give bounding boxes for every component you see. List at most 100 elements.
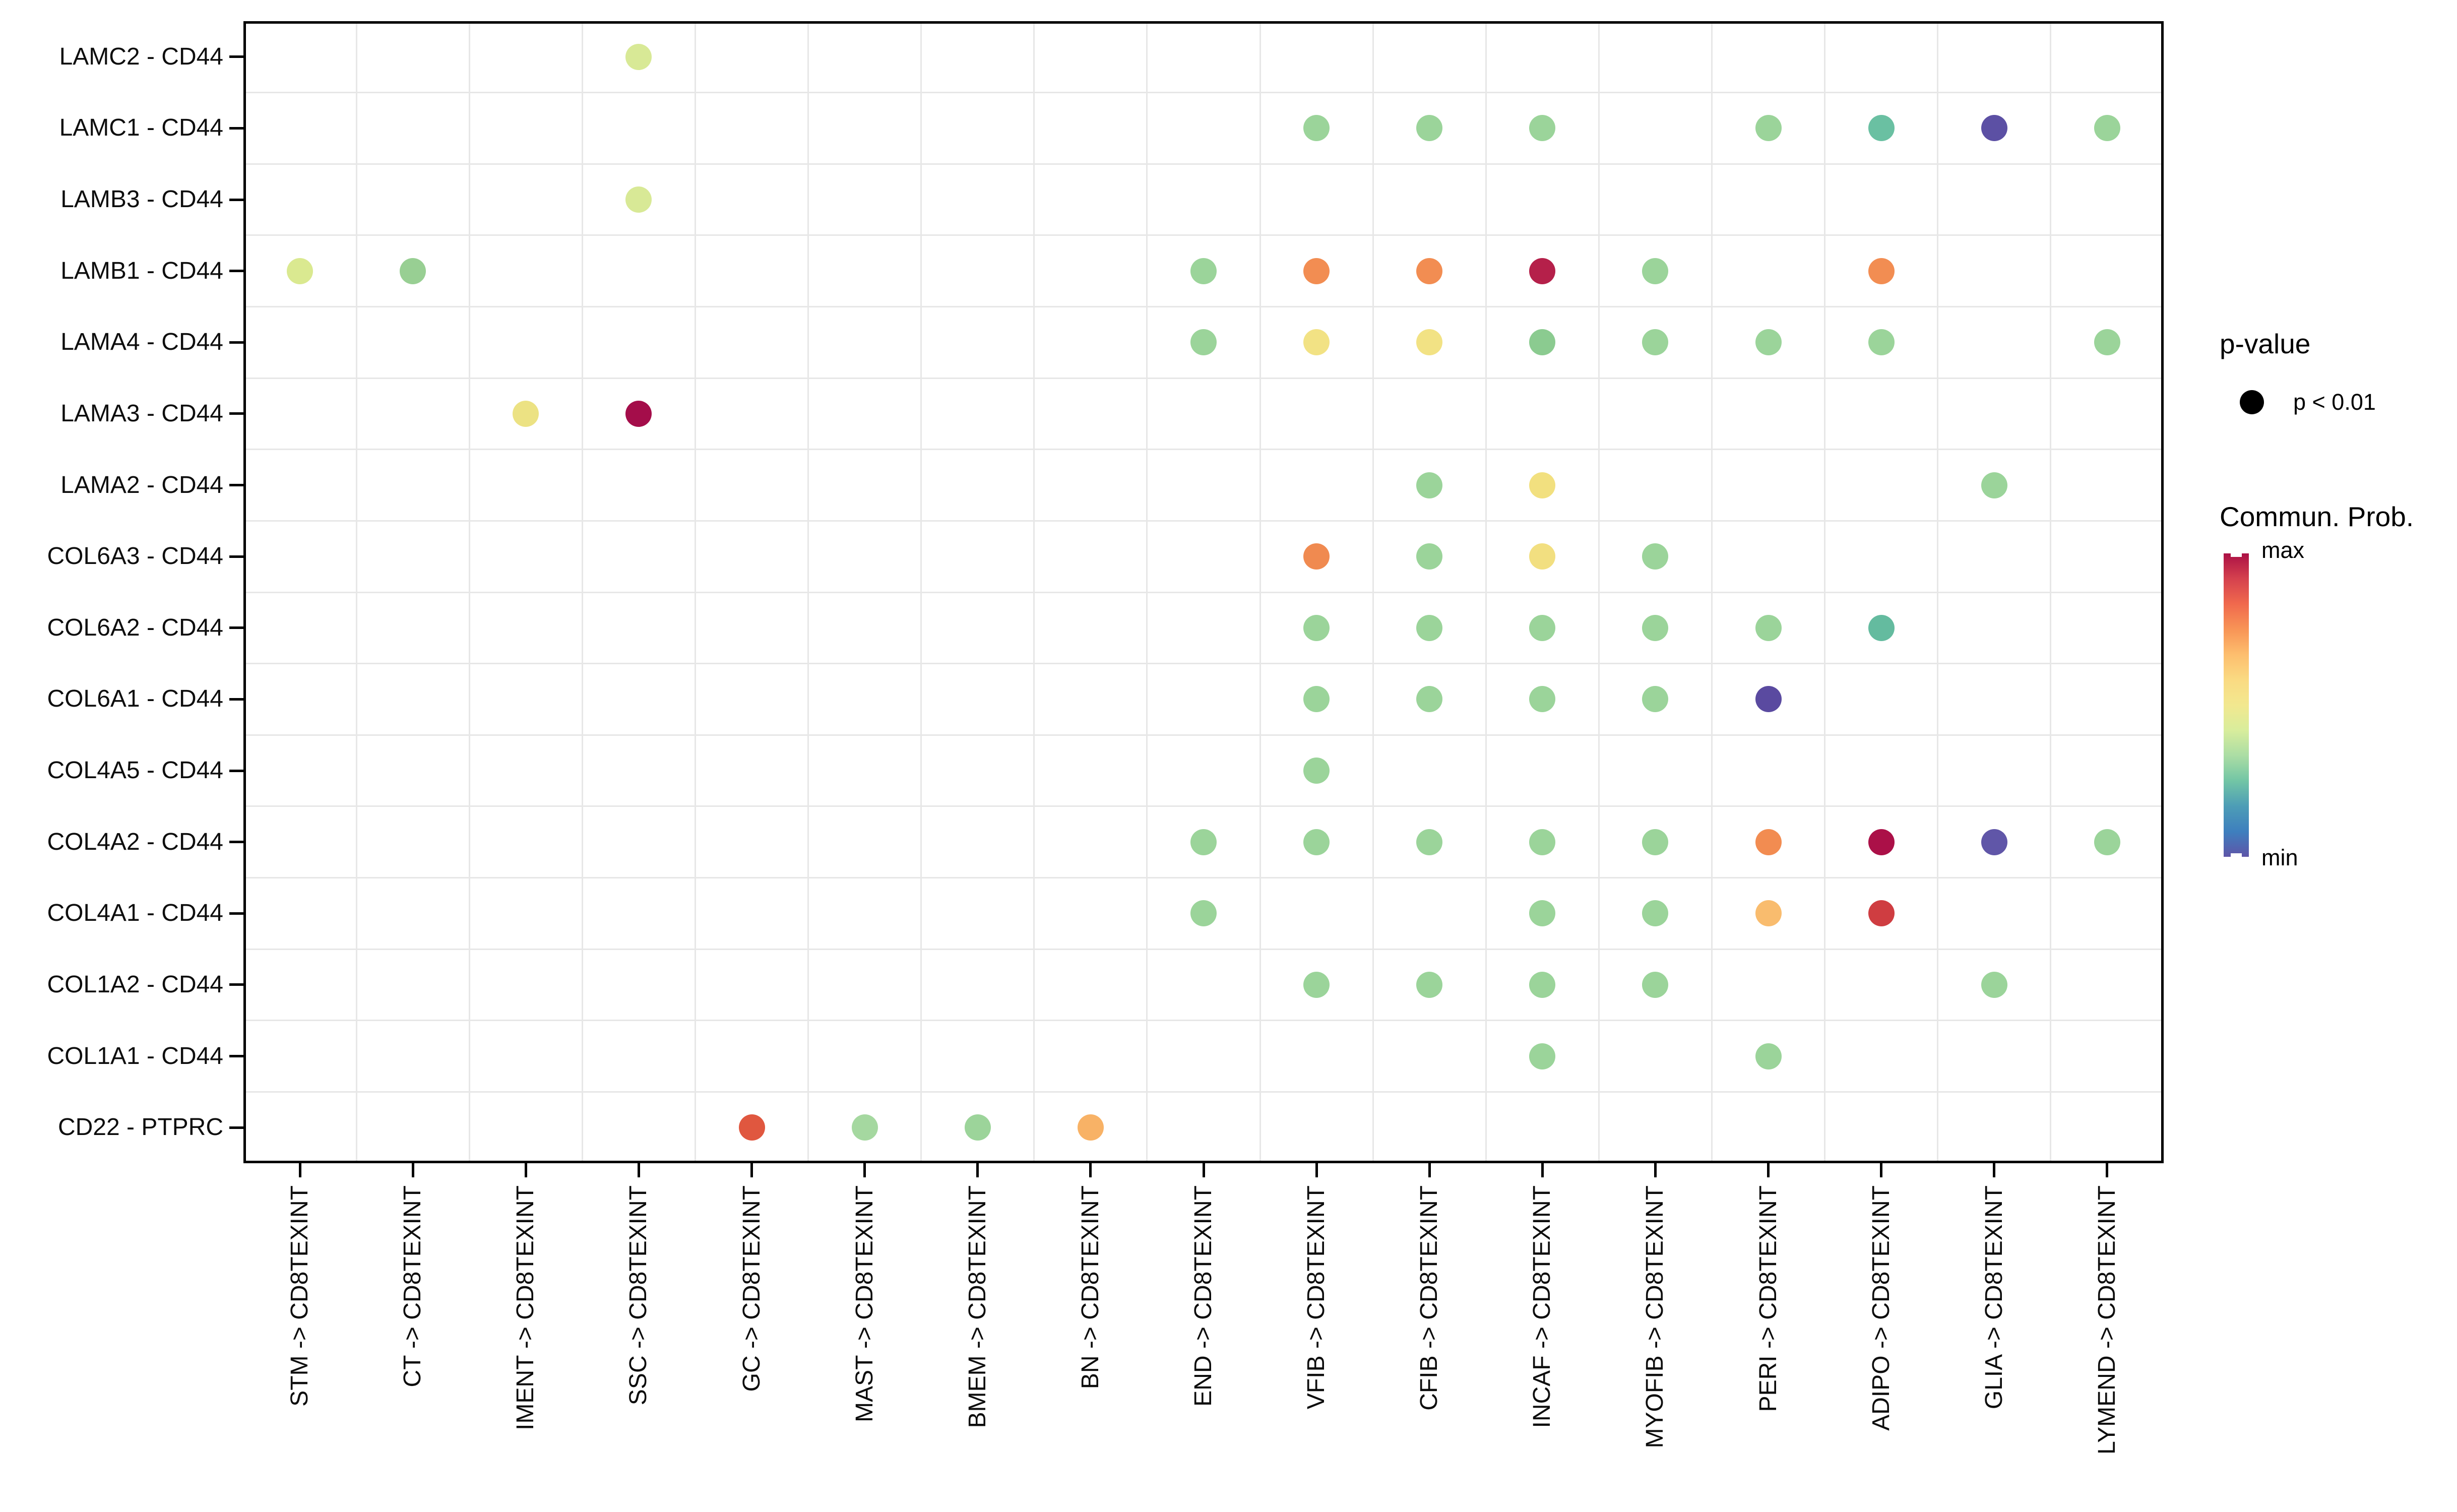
p-value-legend-label: p < 0.01 <box>2293 389 2376 415</box>
data-dot <box>738 1114 765 1141</box>
x-axis-tick <box>1315 1163 1318 1177</box>
y-axis-tick <box>229 1126 243 1129</box>
y-axis-label: COL4A1 - CD44 <box>47 900 223 927</box>
data-dot <box>1416 686 1443 713</box>
data-dot <box>1529 900 1556 927</box>
data-dot <box>1529 472 1556 498</box>
x-axis-tick <box>750 1163 753 1177</box>
grid-line-horizontal <box>243 948 2164 950</box>
commun-prob-colorbar <box>2224 553 2249 857</box>
x-axis-tick <box>298 1163 301 1177</box>
x-axis-label: END -> CD8TEXINT <box>1190 1185 1217 1407</box>
x-axis-tick <box>1541 1163 1544 1177</box>
data-dot <box>1416 971 1443 998</box>
grid-line-horizontal <box>243 449 2164 451</box>
data-dot <box>625 400 652 427</box>
data-dot <box>1529 686 1556 713</box>
data-dot <box>1529 543 1556 570</box>
x-axis-tick <box>1767 1163 1770 1177</box>
data-dot <box>2094 329 2120 356</box>
grid-line-horizontal <box>243 306 2164 307</box>
data-dot <box>2094 115 2120 142</box>
x-axis-label: GC -> CD8TEXINT <box>738 1185 765 1392</box>
data-dot <box>1416 329 1443 356</box>
x-axis-label: ADIPO -> CD8TEXINT <box>1867 1185 1895 1431</box>
plot-panel-border <box>243 21 2164 1163</box>
x-axis-label: BMEM -> CD8TEXINT <box>964 1185 991 1428</box>
y-axis-tick <box>229 555 243 558</box>
y-axis-tick <box>229 983 243 986</box>
y-axis-label: COL1A1 - CD44 <box>47 1042 223 1069</box>
x-axis-label: PERI -> CD8TEXINT <box>1754 1185 1782 1412</box>
x-axis-tick <box>1428 1163 1431 1177</box>
grid-line-horizontal <box>243 92 2164 94</box>
data-dot <box>513 400 539 427</box>
data-dot <box>1642 258 1669 284</box>
data-dot <box>1303 543 1330 570</box>
y-axis-label: LAMB3 - CD44 <box>60 186 223 213</box>
data-dot <box>1868 614 1895 641</box>
x-axis-tick <box>524 1163 527 1177</box>
grid-line-horizontal <box>243 1020 2164 1022</box>
p-value-legend-dot-icon <box>2240 390 2264 414</box>
data-dot <box>1529 971 1556 998</box>
y-axis-label: COL4A5 - CD44 <box>47 757 223 784</box>
data-dot <box>625 186 652 213</box>
grid-line-horizontal <box>243 377 2164 379</box>
y-axis-tick <box>229 55 243 58</box>
x-axis-tick <box>863 1163 866 1177</box>
grid-line-horizontal <box>243 520 2164 522</box>
data-dot <box>400 258 426 284</box>
data-dot <box>1642 900 1669 927</box>
data-dot <box>1190 329 1217 356</box>
data-dot <box>1755 686 1782 713</box>
y-axis-tick <box>229 270 243 273</box>
data-dot <box>1416 115 1443 142</box>
y-axis-tick <box>229 912 243 915</box>
data-dot <box>1416 614 1443 641</box>
colorbar-min-label: min <box>2261 845 2298 870</box>
data-dot <box>1077 1114 1104 1141</box>
data-dot <box>1303 614 1330 641</box>
x-axis-tick <box>637 1163 640 1177</box>
data-dot <box>964 1114 991 1141</box>
colorbar-top-notch <box>2231 553 2242 557</box>
x-axis-label: MAST -> CD8TEXINT <box>851 1185 878 1422</box>
data-dot <box>1190 829 1217 855</box>
data-dot <box>625 43 652 70</box>
data-dot <box>1529 614 1556 641</box>
x-axis-label: SSC -> CD8TEXINT <box>625 1185 652 1406</box>
y-axis-tick <box>229 841 243 844</box>
y-axis-tick <box>229 341 243 344</box>
y-axis-tick <box>229 1055 243 1058</box>
data-dot <box>287 258 313 284</box>
data-dot <box>1642 543 1669 570</box>
data-dot <box>2094 829 2120 855</box>
grid-line-horizontal <box>243 591 2164 593</box>
x-axis-label: CT -> CD8TEXINT <box>399 1185 426 1388</box>
y-axis-tick <box>229 769 243 772</box>
data-dot <box>851 1114 878 1141</box>
y-axis-tick <box>229 698 243 701</box>
data-dot <box>1981 472 2007 498</box>
data-dot <box>1303 115 1330 142</box>
data-dot <box>1529 1043 1556 1069</box>
y-axis-label: COL6A3 - CD44 <box>47 543 223 570</box>
data-dot <box>1868 900 1895 927</box>
x-axis-label: INCAF -> CD8TEXINT <box>1529 1185 1556 1428</box>
data-dot <box>1303 829 1330 855</box>
data-dot <box>1755 829 1782 855</box>
data-dot <box>1642 971 1669 998</box>
y-axis-tick <box>229 127 243 130</box>
grid-line-horizontal <box>243 234 2164 236</box>
data-dot <box>1642 614 1669 641</box>
x-axis-label: STM -> CD8TEXINT <box>286 1185 313 1407</box>
data-dot <box>1755 115 1782 142</box>
grid-line-horizontal <box>243 163 2164 165</box>
y-axis-label: LAMC2 - CD44 <box>59 43 223 70</box>
y-axis-label: COL6A1 - CD44 <box>47 685 223 713</box>
data-dot <box>1190 900 1217 927</box>
data-dot <box>1642 829 1669 855</box>
grid-line-horizontal <box>243 734 2164 736</box>
data-dot <box>1981 115 2007 142</box>
